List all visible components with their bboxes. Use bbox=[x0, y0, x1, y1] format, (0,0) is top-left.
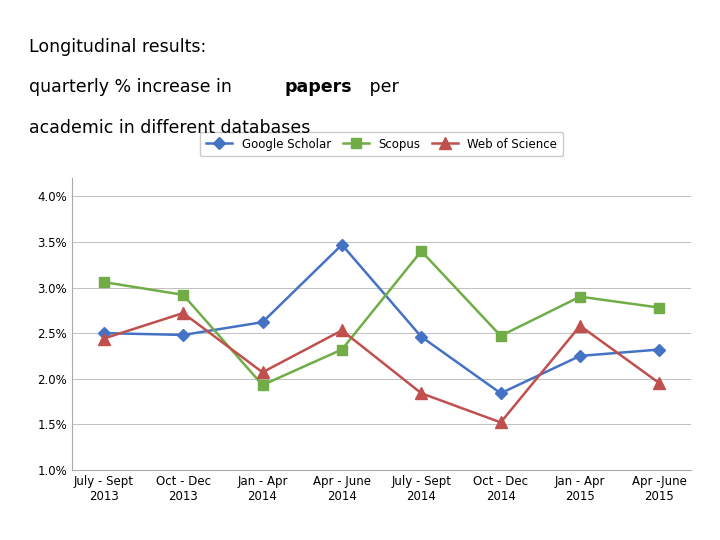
Scopus bbox=[576, 293, 585, 300]
Google Scholar bbox=[258, 319, 267, 326]
Web of Science bbox=[179, 310, 187, 316]
Web of Science bbox=[496, 419, 505, 426]
Google Scholar bbox=[417, 334, 426, 340]
Web of Science bbox=[655, 380, 664, 387]
Scopus bbox=[338, 346, 346, 353]
Web of Science bbox=[99, 335, 108, 342]
Line: Web of Science: Web of Science bbox=[98, 307, 665, 428]
Line: Google Scholar: Google Scholar bbox=[99, 240, 664, 397]
Scopus bbox=[417, 248, 426, 254]
Legend: Google Scholar, Scopus, Web of Science: Google Scholar, Scopus, Web of Science bbox=[200, 132, 563, 157]
Scopus bbox=[258, 382, 267, 388]
Google Scholar bbox=[99, 330, 108, 336]
Web of Science bbox=[417, 390, 426, 396]
Scopus bbox=[99, 279, 108, 285]
Scopus bbox=[179, 292, 187, 298]
Text: papers: papers bbox=[284, 78, 352, 96]
Line: Scopus: Scopus bbox=[99, 246, 665, 390]
Text: quarterly % increase in: quarterly % increase in bbox=[29, 78, 237, 96]
Scopus bbox=[496, 333, 505, 339]
Google Scholar bbox=[496, 390, 505, 396]
Web of Science bbox=[576, 322, 585, 329]
Google Scholar bbox=[655, 346, 664, 353]
Text: Longitudinal results:: Longitudinal results: bbox=[29, 38, 206, 56]
Google Scholar bbox=[338, 241, 346, 248]
Text: academic in different databases: academic in different databases bbox=[29, 119, 310, 137]
Google Scholar bbox=[179, 332, 187, 338]
Text: 16: 16 bbox=[664, 19, 706, 48]
Scopus bbox=[655, 305, 664, 311]
Text: per: per bbox=[364, 78, 398, 96]
Web of Science bbox=[258, 369, 267, 375]
Google Scholar bbox=[576, 353, 585, 359]
Web of Science bbox=[338, 327, 346, 334]
